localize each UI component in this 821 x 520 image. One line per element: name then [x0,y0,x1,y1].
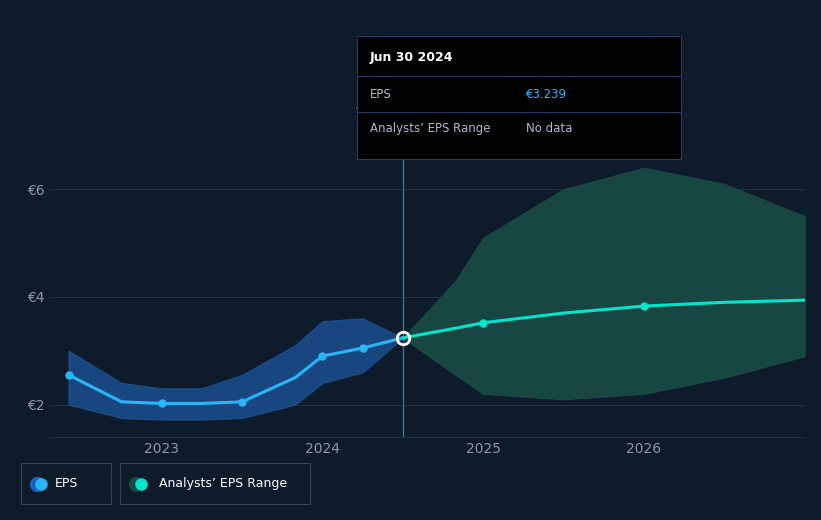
Text: €3.239: €3.239 [525,88,566,101]
Text: EPS: EPS [55,477,78,490]
FancyBboxPatch shape [21,463,112,504]
Text: Actual: Actual [356,99,395,112]
Text: Analysts’ EPS Range: Analysts’ EPS Range [370,122,491,135]
FancyBboxPatch shape [121,463,310,504]
Text: Jun 30 2024: Jun 30 2024 [370,51,454,64]
Text: EPS: EPS [370,88,392,101]
Text: Analysts’ EPS Range: Analysts’ EPS Range [158,477,287,490]
Text: No data: No data [525,122,572,135]
Text: Analysts Forecasts: Analysts Forecasts [410,99,527,112]
